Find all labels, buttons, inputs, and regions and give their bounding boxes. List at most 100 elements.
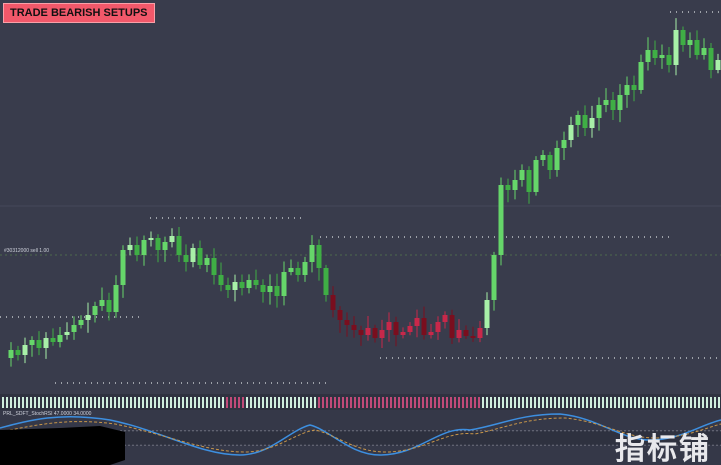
signal-bar	[262, 397, 264, 408]
signal-bar	[194, 397, 196, 408]
candle	[498, 185, 504, 255]
candle	[106, 300, 112, 312]
signal-bar	[30, 397, 32, 408]
candle	[92, 306, 98, 315]
signal-bar	[82, 397, 84, 408]
signal-bar	[402, 397, 404, 408]
signal-bar	[214, 397, 216, 408]
candle	[596, 105, 602, 118]
signal-bar	[274, 397, 276, 408]
candle	[330, 295, 336, 310]
signal-bar	[598, 397, 600, 408]
candle	[85, 315, 91, 320]
candle	[29, 340, 35, 345]
signal-bar	[366, 397, 368, 408]
signal-bar	[90, 397, 92, 408]
signal-bar	[626, 397, 628, 408]
signal-bar	[346, 397, 348, 408]
signal-bar	[354, 397, 356, 408]
signal-bar	[106, 397, 108, 408]
signal-bar	[394, 397, 396, 408]
signal-bar	[482, 397, 484, 408]
candle	[568, 125, 574, 140]
signal-bar	[246, 397, 248, 408]
candle	[64, 332, 70, 335]
signal-bar	[390, 397, 392, 408]
signal-bar	[38, 397, 40, 408]
candle	[645, 50, 651, 62]
candle	[316, 245, 322, 268]
signal-bar	[286, 397, 288, 408]
signal-bar	[46, 397, 48, 408]
signal-bar	[662, 397, 664, 408]
candle	[337, 310, 343, 320]
signal-bar	[514, 397, 516, 408]
candle	[211, 258, 217, 275]
signal-bar	[242, 397, 244, 408]
signal-bar	[382, 397, 384, 408]
signal-bar	[302, 397, 304, 408]
signal-bar	[198, 397, 200, 408]
signal-bar	[122, 397, 124, 408]
candle	[505, 185, 511, 190]
signal-bar	[42, 397, 44, 408]
signal-bar	[606, 397, 608, 408]
signal-bar	[114, 397, 116, 408]
signal-bar	[118, 397, 120, 408]
candle	[470, 336, 476, 338]
candle	[491, 255, 497, 300]
signal-bar	[290, 397, 292, 408]
signal-bar	[590, 397, 592, 408]
signal-bar	[522, 397, 524, 408]
signal-bar	[270, 397, 272, 408]
candle	[701, 48, 707, 55]
signal-bar	[110, 397, 112, 408]
candle	[218, 275, 224, 285]
signal-bar	[34, 397, 36, 408]
signal-bar	[330, 397, 332, 408]
signal-bar	[226, 397, 228, 408]
signal-bar	[266, 397, 268, 408]
trade-bearish-button[interactable]: TRADE BEARISH SETUPS	[3, 3, 155, 23]
signal-bar	[466, 397, 468, 408]
signal-bar	[526, 397, 528, 408]
signal-bar	[438, 397, 440, 408]
candle	[246, 280, 252, 288]
candle	[624, 85, 630, 95]
signal-bar	[26, 397, 28, 408]
signal-bar	[562, 397, 564, 408]
signal-bar	[650, 397, 652, 408]
signal-bar	[294, 397, 296, 408]
candle	[687, 40, 693, 45]
candle	[694, 40, 700, 55]
candle	[414, 318, 420, 326]
signal-bar	[510, 397, 512, 408]
candle	[477, 328, 483, 338]
signal-bar	[134, 397, 136, 408]
candle	[71, 325, 77, 332]
candle	[638, 62, 644, 90]
signal-bar	[410, 397, 412, 408]
signal-bar	[518, 397, 520, 408]
signal-bar	[682, 397, 684, 408]
candle	[631, 85, 637, 90]
signal-bar	[318, 397, 320, 408]
signal-bar	[542, 397, 544, 408]
signal-bar	[702, 397, 704, 408]
signal-bar	[706, 397, 708, 408]
candle	[442, 315, 448, 322]
signal-bar	[502, 397, 504, 408]
candle	[484, 300, 490, 328]
signal-bar	[222, 397, 224, 408]
signal-bar	[546, 397, 548, 408]
candle	[435, 322, 441, 332]
signal-bar	[254, 397, 256, 408]
signal-bar	[586, 397, 588, 408]
signal-bar	[534, 397, 536, 408]
candle	[463, 330, 469, 336]
signal-bar	[218, 397, 220, 408]
candle	[379, 330, 385, 338]
signal-bar	[454, 397, 456, 408]
candle	[708, 48, 714, 70]
signal-bar	[62, 397, 64, 408]
